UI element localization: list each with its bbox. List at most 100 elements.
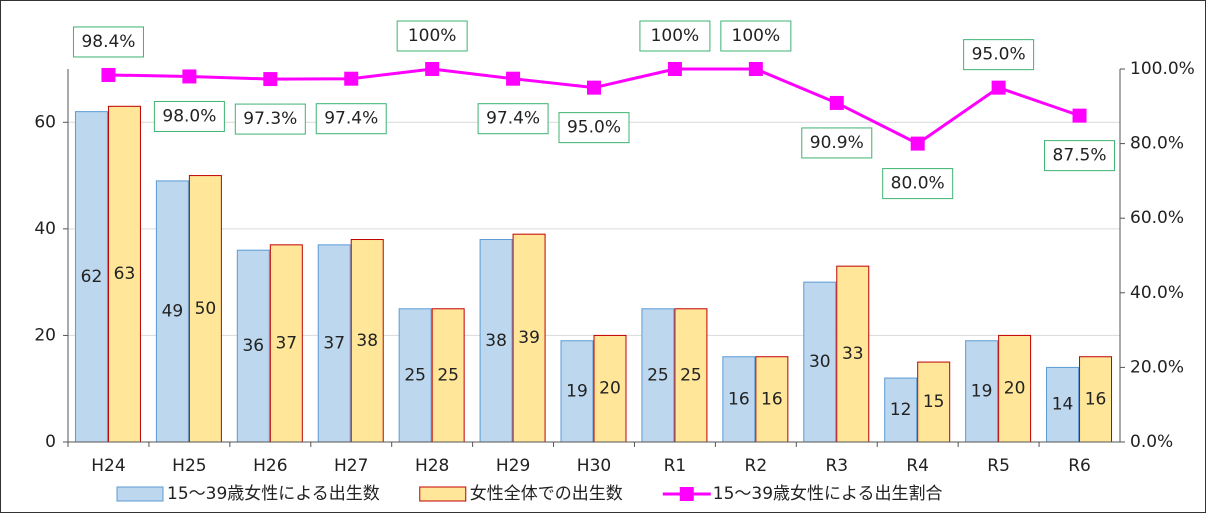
x-tick-label: H29 bbox=[496, 456, 530, 476]
bar bbox=[560, 340, 594, 443]
data-label: 97.3% bbox=[243, 109, 297, 129]
data-label-box bbox=[153, 100, 225, 132]
y-tick-label: 0 bbox=[45, 432, 56, 452]
bar-label: 20 bbox=[1004, 379, 1026, 399]
y2-tick-label: 40.0% bbox=[1130, 283, 1184, 303]
bar bbox=[641, 308, 675, 443]
bar-label: 25 bbox=[680, 365, 702, 385]
legend-swatch bbox=[116, 486, 164, 502]
line-marker bbox=[182, 69, 197, 84]
x-tick-label: H25 bbox=[172, 456, 206, 476]
data-label-box bbox=[1044, 140, 1116, 172]
data-label-box bbox=[801, 127, 873, 159]
data-label: 98.0% bbox=[162, 106, 216, 126]
bar bbox=[998, 334, 1032, 443]
data-label: 95.0% bbox=[567, 118, 621, 138]
x-tick-label: R6 bbox=[1068, 456, 1091, 476]
x-tick-label: H30 bbox=[577, 456, 611, 476]
data-label: 100% bbox=[732, 26, 781, 46]
legend-label: 女性全体での出生数 bbox=[470, 484, 623, 504]
x-tick-label: R5 bbox=[987, 456, 1010, 476]
bar bbox=[236, 249, 270, 443]
bar bbox=[836, 265, 870, 443]
data-label: 90.9% bbox=[810, 133, 864, 153]
bar bbox=[1079, 356, 1113, 443]
y-tick-label: 20 bbox=[34, 325, 56, 345]
bar-label: 37 bbox=[323, 333, 345, 353]
data-label: 100% bbox=[651, 26, 700, 46]
data-label: 80.0% bbox=[891, 174, 945, 194]
bar-label: 30 bbox=[809, 352, 831, 372]
bar bbox=[155, 180, 189, 443]
data-label-box bbox=[963, 39, 1035, 71]
bar-label: 16 bbox=[728, 389, 750, 409]
data-label-box bbox=[720, 20, 792, 52]
data-label-box bbox=[234, 103, 306, 135]
line-marker bbox=[991, 80, 1006, 95]
x-tick-label: R3 bbox=[825, 456, 848, 476]
line-marker bbox=[587, 80, 601, 95]
y-tick-label: 40 bbox=[34, 219, 56, 239]
bar bbox=[722, 356, 756, 443]
bar bbox=[350, 239, 384, 443]
bar-label: 19 bbox=[566, 381, 588, 401]
bar bbox=[107, 105, 141, 443]
line-marker bbox=[829, 95, 844, 110]
x-tick-label: H24 bbox=[91, 456, 125, 476]
x-tick-label: R2 bbox=[745, 456, 768, 476]
x-tick-label: H28 bbox=[415, 456, 449, 476]
bar-label: 62 bbox=[81, 267, 103, 287]
bar-label: 25 bbox=[437, 365, 459, 385]
bar-label: 20 bbox=[599, 379, 621, 399]
x-tick-label: H26 bbox=[253, 456, 287, 476]
line-marker bbox=[1072, 108, 1087, 123]
bar-label: 63 bbox=[114, 264, 136, 284]
data-label-box bbox=[558, 112, 630, 144]
y2-tick-label: 60.0% bbox=[1130, 208, 1184, 228]
bar-label: 25 bbox=[404, 365, 426, 385]
line-marker bbox=[667, 62, 682, 76]
line-marker bbox=[344, 71, 359, 86]
bar bbox=[674, 308, 708, 443]
data-label: 98.4% bbox=[81, 32, 135, 52]
bar bbox=[398, 308, 432, 443]
bar bbox=[755, 356, 789, 443]
y2-tick-label: 0.0% bbox=[1130, 432, 1173, 452]
line-marker bbox=[506, 71, 521, 86]
data-label: 97.4% bbox=[486, 109, 540, 129]
bar-label: 38 bbox=[356, 331, 378, 351]
data-label: 95.0% bbox=[972, 45, 1026, 65]
bar-label: 12 bbox=[890, 400, 912, 420]
bar-label: 14 bbox=[1052, 395, 1074, 415]
y2-tick-label: 20.0% bbox=[1130, 357, 1184, 377]
x-tick-label: R4 bbox=[906, 456, 929, 476]
bar-label: 37 bbox=[275, 333, 297, 353]
bar-label: 33 bbox=[842, 344, 864, 364]
bar bbox=[74, 111, 108, 443]
x-tick-label: H27 bbox=[334, 456, 368, 476]
bar-label: 50 bbox=[195, 299, 217, 319]
legend-label: 15〜39歳女性による出生割合 bbox=[713, 484, 943, 504]
bar-label: 36 bbox=[242, 336, 264, 356]
bar bbox=[593, 334, 627, 443]
x-tick-label: R1 bbox=[664, 456, 687, 476]
line-marker bbox=[748, 62, 763, 76]
line-marker bbox=[425, 62, 440, 76]
bar bbox=[431, 308, 465, 443]
bar bbox=[479, 239, 513, 443]
data-label: 97.4% bbox=[324, 109, 378, 129]
y2-tick-label: 80.0% bbox=[1130, 134, 1184, 154]
legend-label: 15〜39歳女性による出生数 bbox=[167, 484, 380, 504]
data-label-box bbox=[72, 26, 144, 58]
y-tick-label: 60 bbox=[34, 112, 56, 132]
bar-label: 39 bbox=[518, 328, 540, 348]
y2-tick-label: 100.0% bbox=[1130, 59, 1195, 79]
bar-label: 38 bbox=[485, 331, 507, 351]
data-label-box bbox=[639, 20, 711, 52]
line-marker bbox=[910, 136, 925, 151]
bar-label: 15 bbox=[923, 392, 945, 412]
data-label-box bbox=[477, 103, 549, 135]
legend-swatch bbox=[679, 487, 694, 501]
data-label: 87.5% bbox=[1053, 146, 1107, 166]
